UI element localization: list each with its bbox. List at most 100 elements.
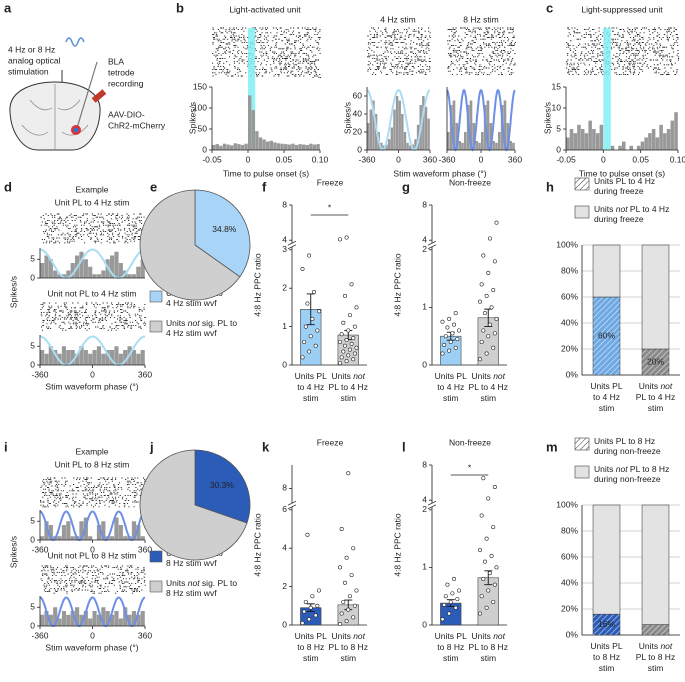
y-tick-label: 2 (282, 581, 287, 591)
histogram-bar (105, 350, 110, 365)
histogram-bar (461, 142, 464, 150)
histogram-bar (475, 141, 478, 150)
bar-segment (641, 504, 670, 625)
data-point (349, 573, 354, 578)
data-point (307, 253, 312, 258)
data-point (491, 525, 496, 530)
data-point (447, 611, 452, 616)
histogram-bar (644, 137, 648, 150)
x-tick-label: -0.05 (202, 154, 222, 164)
data-point (347, 347, 352, 352)
legend-label: Units PL to 4 Hz during freeze (594, 176, 655, 196)
data-point (447, 316, 452, 321)
histogram-bar (88, 353, 93, 365)
histogram-bar (427, 118, 430, 150)
value-label: 34.8% (212, 224, 237, 234)
data-point (492, 331, 497, 336)
histogram-bar (79, 614, 84, 626)
data-point (479, 282, 484, 287)
panel-label: b (176, 0, 184, 15)
histogram-bar (70, 611, 75, 626)
legend-swatch (149, 320, 163, 333)
histogram-bar (110, 536, 115, 540)
histogram-bar (118, 525, 123, 540)
x-tick-label: Units not PL to 4 Hz stim (469, 371, 508, 403)
histogram-bar (40, 263, 45, 278)
histogram-bar (48, 346, 53, 365)
y-tick-label: 100% (556, 499, 578, 509)
data-point (452, 576, 457, 581)
histogram-bar (53, 350, 58, 365)
hatch-overlay (642, 349, 669, 375)
stim-waveform (39, 335, 146, 367)
x-tick-label: -0.05 (556, 154, 576, 164)
data-point (337, 361, 342, 366)
histogram-bar (380, 142, 383, 150)
y-tick-label: 1 (282, 321, 287, 331)
y-tick-label: 2 (422, 504, 427, 514)
pie-slice (139, 189, 241, 301)
histogram-bar (40, 350, 45, 365)
histogram-bar (96, 614, 102, 626)
y-tick-label: 3 (282, 244, 287, 254)
data-point (481, 476, 486, 481)
significance-marker: * (328, 202, 332, 212)
syringe (91, 89, 107, 103)
panel-label: e (150, 179, 157, 194)
data-point (344, 338, 349, 343)
histogram-bar (57, 274, 62, 278)
raster-texture (40, 477, 146, 508)
histogram-bar (114, 611, 119, 626)
histogram-bar (61, 274, 67, 278)
histogram-bar (75, 607, 80, 626)
chart-title: 8 Hz stim (463, 14, 498, 24)
x-tick-label: 0.10 (670, 154, 685, 164)
data-point (453, 311, 458, 316)
histogram-bar (240, 144, 245, 150)
data-point (344, 619, 349, 624)
histogram-bar (96, 346, 102, 365)
data-point (344, 235, 349, 240)
histogram-bar (222, 143, 227, 150)
histogram-bar (390, 127, 394, 150)
data-point (456, 328, 461, 333)
data-point (443, 594, 448, 599)
x-tick-label: Units PL to 8 Hz stim (295, 631, 327, 663)
histogram-bar (266, 141, 270, 150)
histogram-bar (455, 123, 459, 150)
x-tick-label: Units not PL to 8 Hz stim (329, 631, 368, 663)
histogram-bar (96, 274, 102, 278)
histogram-bar (302, 144, 306, 150)
y-tick-label: 8 (282, 199, 287, 209)
y-tick-label: 0 (30, 272, 35, 282)
data-point (303, 324, 308, 329)
data-point (479, 594, 484, 599)
y-tick-label: 1 (422, 562, 427, 572)
histogram-bar (101, 521, 106, 540)
data-point (479, 339, 484, 344)
x-axis-label: Time to pulse onset (s) (223, 168, 309, 178)
histogram-bar (458, 141, 461, 150)
data-point (351, 357, 356, 362)
data-point (477, 357, 482, 362)
significance-marker: * (468, 462, 472, 472)
histogram-bar (237, 144, 241, 150)
axis-break (427, 500, 437, 510)
histogram-bar (251, 110, 255, 150)
data-point (341, 349, 346, 354)
x-axis-label: Stim waveform phase (°) (393, 168, 486, 178)
legend-swatch (149, 550, 163, 563)
y-tick-label: 40% (561, 317, 578, 327)
histogram-bar (648, 133, 652, 150)
histogram-bar (651, 129, 656, 150)
histogram-bar (136, 266, 141, 278)
y-axis-label: Spikes/s (187, 102, 197, 134)
x-tick-label: 360 (508, 154, 522, 164)
data-point (491, 345, 496, 350)
data-point (455, 337, 460, 342)
histogram-bar (369, 109, 373, 150)
tetrode (76, 61, 98, 129)
diagram-text: tetrode (108, 67, 135, 77)
